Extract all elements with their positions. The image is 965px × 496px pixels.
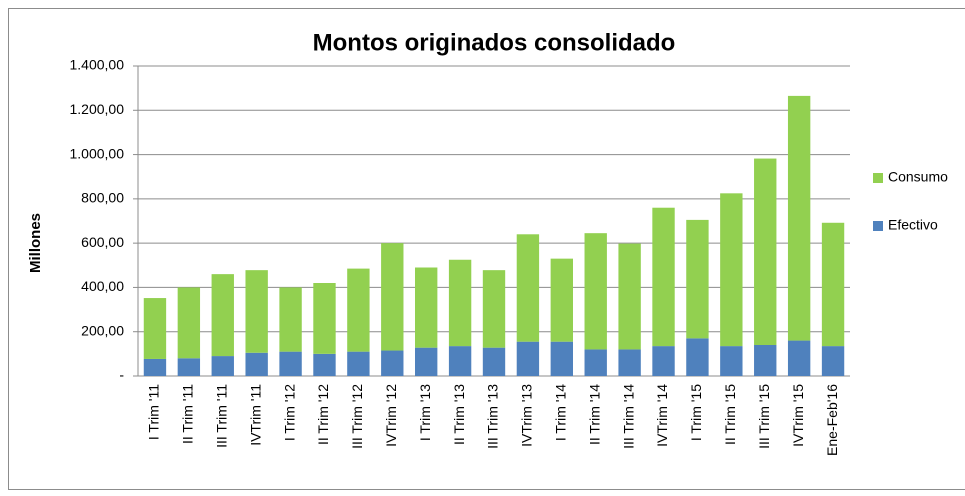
bar-segment bbox=[211, 356, 234, 376]
y-tick-label: 200,00 bbox=[81, 322, 124, 338]
bar-segment bbox=[313, 283, 336, 354]
bar-segment bbox=[482, 347, 506, 376]
bar-segment bbox=[584, 233, 607, 350]
bar-segment bbox=[177, 358, 201, 376]
x-tick-label: III Trim '12 bbox=[349, 384, 365, 449]
x-tick-label: Ene-Feb'16 bbox=[824, 384, 840, 456]
bar-segment bbox=[381, 350, 404, 376]
bar-segment bbox=[211, 274, 234, 357]
legend-swatch bbox=[873, 221, 883, 231]
x-tick-label: IVTrim '11 bbox=[247, 384, 263, 446]
x-tick-label: IVTrim '14 bbox=[654, 384, 670, 447]
bar-segment bbox=[415, 347, 438, 376]
bar-segment bbox=[415, 267, 438, 348]
x-tick-label: I Trim '15 bbox=[688, 384, 704, 441]
bar-segment bbox=[754, 345, 777, 376]
x-tick-label: II Trim '11 bbox=[180, 384, 196, 444]
bar-segment bbox=[347, 351, 370, 376]
bar-segment bbox=[618, 349, 641, 376]
bar-segment bbox=[686, 338, 709, 376]
y-tick-label: 1.000,00 bbox=[70, 145, 125, 161]
bar-segment bbox=[550, 341, 573, 376]
bar-segment bbox=[516, 234, 540, 342]
bar-segment bbox=[787, 95, 811, 341]
x-tick-label: III Trim '14 bbox=[620, 384, 636, 449]
x-tick-label: II Trim '12 bbox=[315, 384, 331, 445]
x-tick-label: III Trim '13 bbox=[485, 384, 501, 449]
y-tick-label: 800,00 bbox=[81, 190, 124, 206]
y-axis-label: Millones bbox=[27, 213, 44, 273]
bar-segment bbox=[652, 346, 675, 376]
x-tick-label: I Trim '14 bbox=[553, 384, 569, 441]
bar-segment bbox=[550, 258, 573, 342]
chart-title: Montos originados consolidado bbox=[313, 29, 676, 56]
bar-segment bbox=[686, 219, 709, 339]
bar-segment bbox=[720, 346, 743, 376]
legend-label: Efectivo bbox=[888, 217, 938, 233]
bar-segment bbox=[143, 358, 167, 376]
x-tick-label: IVTrim '12 bbox=[383, 384, 399, 447]
x-tick-label: II Trim '13 bbox=[451, 384, 467, 445]
legend-swatch bbox=[873, 173, 883, 183]
x-tick-label: IVTrim '13 bbox=[519, 384, 535, 447]
y-tick-label: 1.400,00 bbox=[70, 57, 125, 73]
x-tick-label: IVTrim '15 bbox=[790, 384, 806, 447]
bar-segment bbox=[279, 351, 302, 376]
bar-segment bbox=[821, 346, 845, 376]
bar-segment bbox=[381, 243, 404, 351]
bar-segment bbox=[584, 349, 607, 376]
bar-segment bbox=[618, 243, 641, 350]
bar-segment bbox=[245, 352, 268, 376]
bar-segment bbox=[754, 158, 777, 345]
bar-segment bbox=[279, 287, 302, 352]
x-tick-label: I Trim '12 bbox=[281, 384, 297, 441]
bar-segment bbox=[177, 287, 201, 359]
bar-segment bbox=[347, 268, 370, 352]
bar-segment bbox=[652, 207, 675, 347]
bar-segment bbox=[245, 270, 268, 353]
bar-segment bbox=[482, 270, 506, 348]
bar-segment bbox=[787, 340, 811, 376]
bar-segment bbox=[143, 298, 167, 359]
y-tick-label: - bbox=[119, 367, 124, 383]
bar-segment bbox=[448, 259, 472, 347]
x-tick-label: II Trim '14 bbox=[586, 384, 602, 445]
y-tick-label: 600,00 bbox=[81, 234, 124, 250]
x-tick-label: III Trim '15 bbox=[756, 384, 772, 449]
x-tick-label: I Trim '13 bbox=[417, 384, 433, 441]
x-tick-label: II Trim '15 bbox=[722, 384, 738, 445]
bar-segment bbox=[821, 222, 845, 347]
y-tick-label: 1.200,00 bbox=[70, 101, 125, 117]
x-tick-label: I Trim '11 bbox=[146, 384, 162, 440]
bar-segment bbox=[448, 346, 472, 376]
bar-segment bbox=[516, 341, 540, 376]
legend-label: Consumo bbox=[888, 169, 948, 185]
bar-segment bbox=[313, 353, 336, 376]
x-tick-label: III Trim '11 bbox=[213, 384, 229, 448]
y-tick-label: 400,00 bbox=[81, 278, 124, 294]
bar-segment bbox=[720, 193, 743, 347]
